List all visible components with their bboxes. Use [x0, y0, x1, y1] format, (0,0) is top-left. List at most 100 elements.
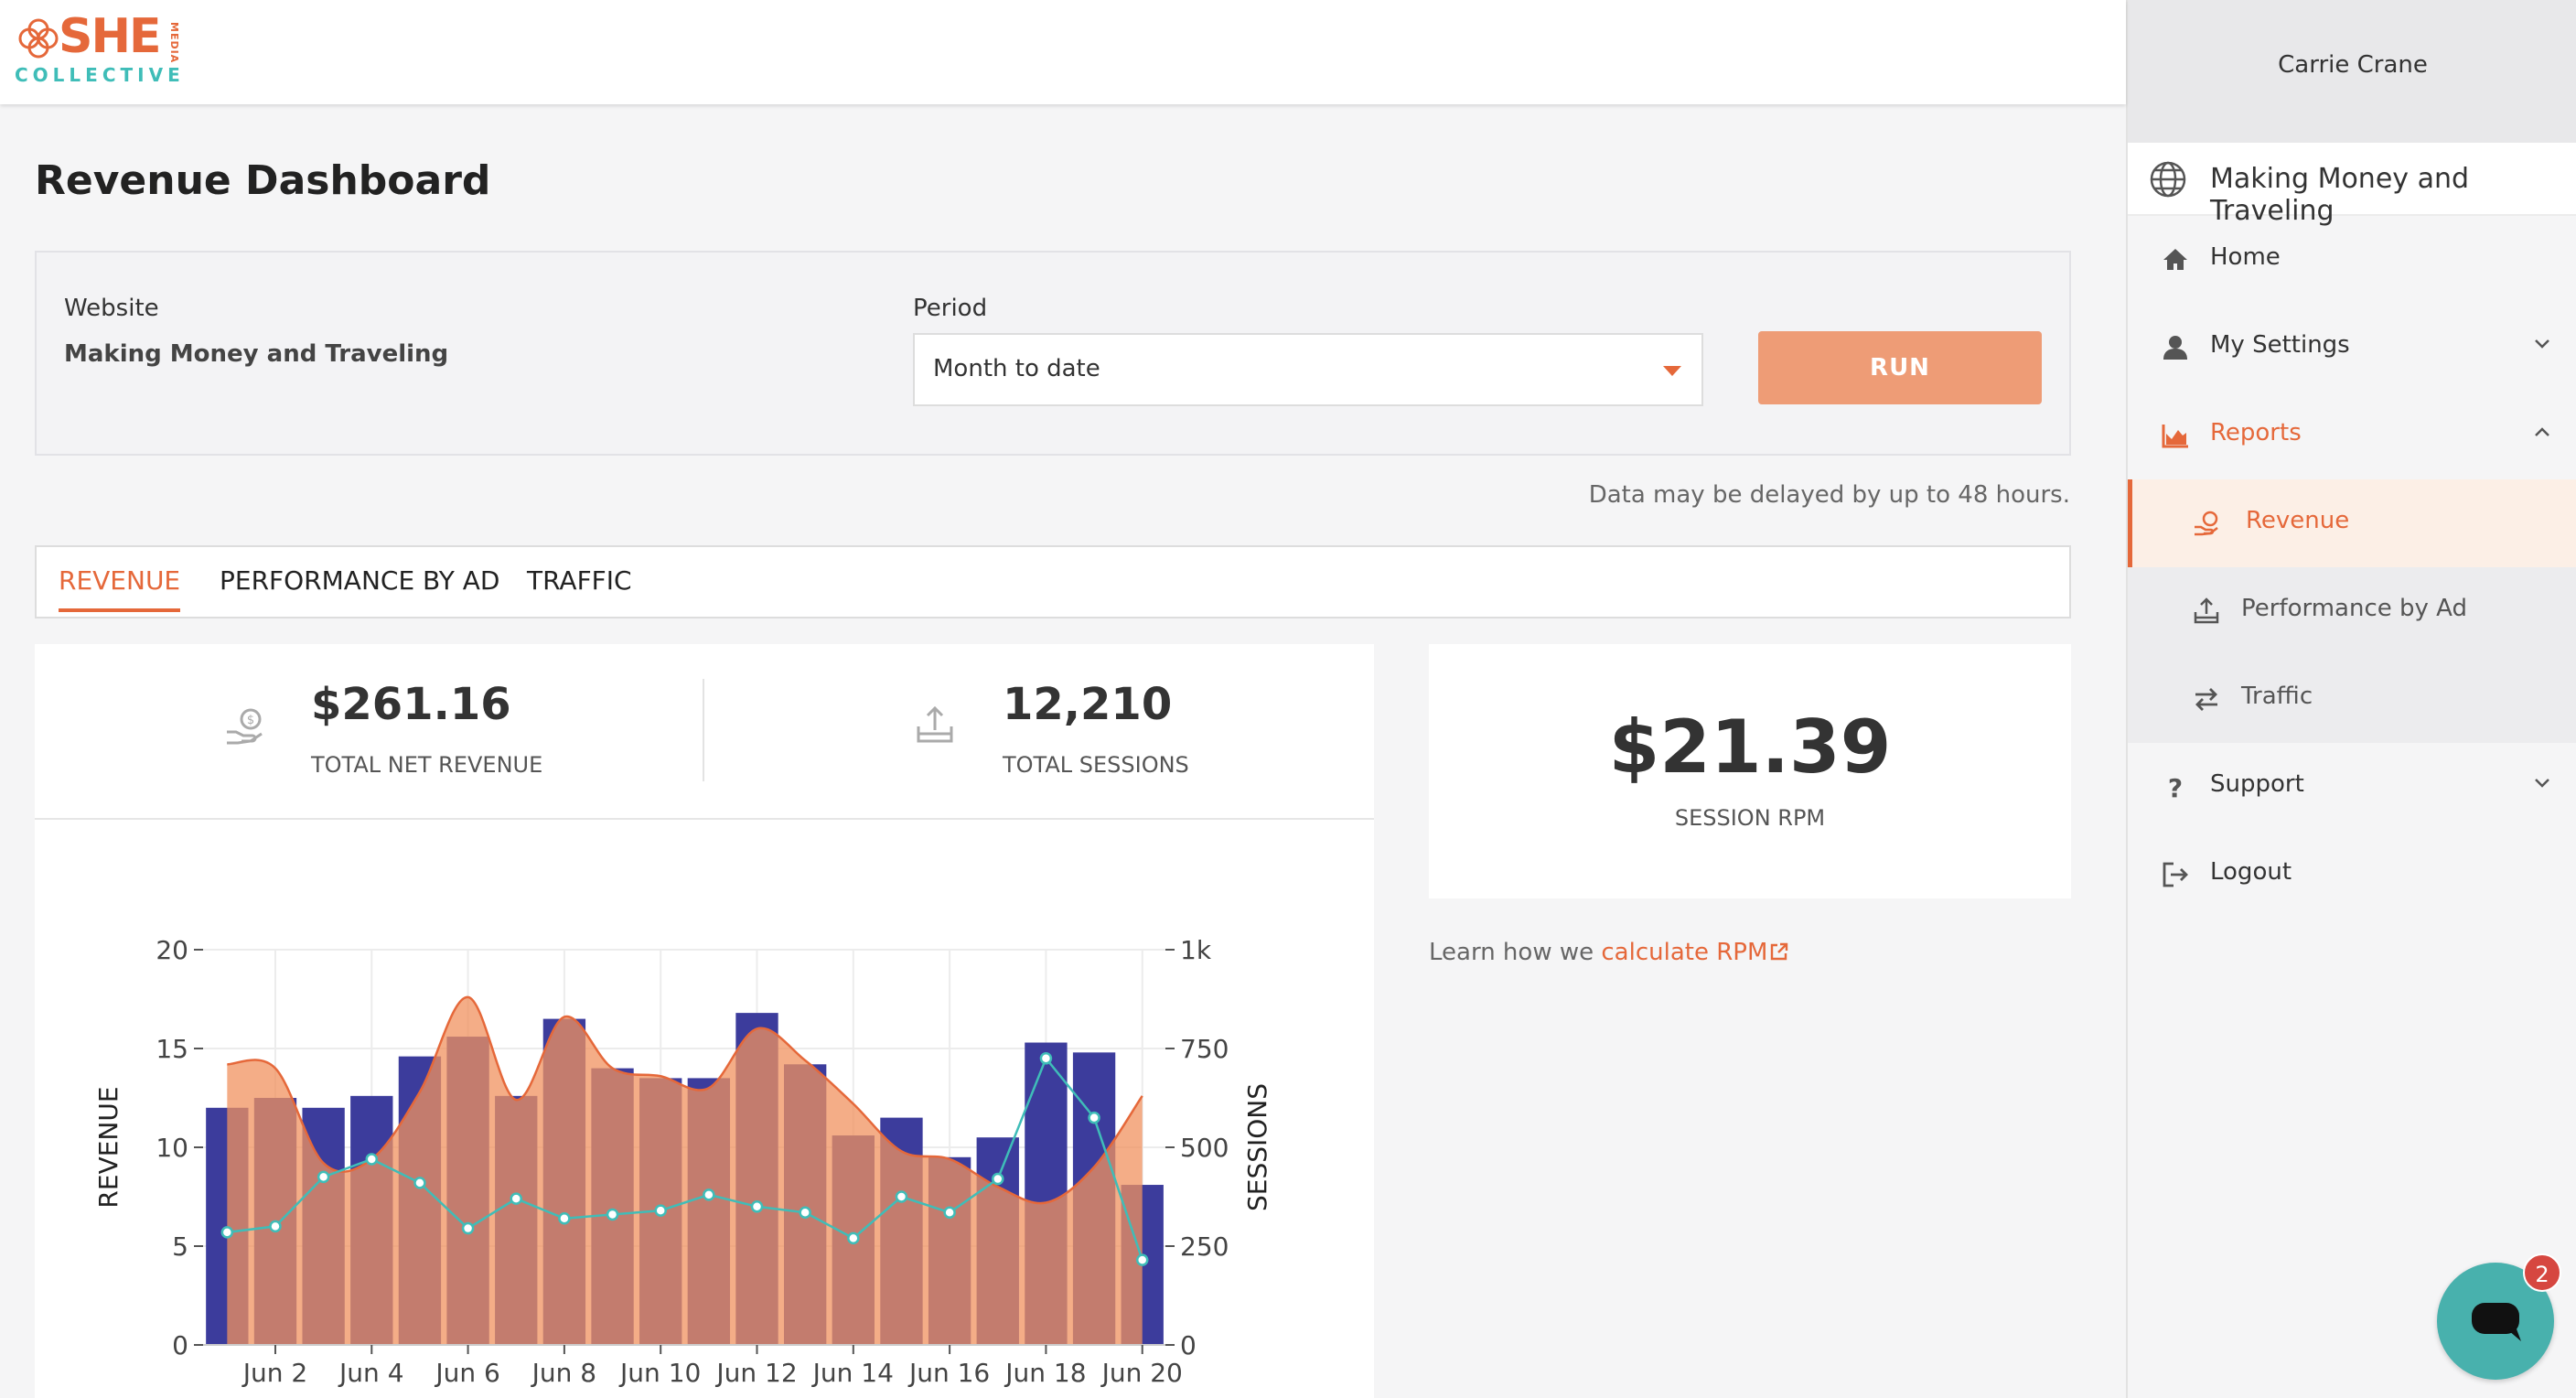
chevron-down-icon	[2535, 779, 2549, 788]
flower-logo-icon	[18, 18, 59, 59]
sessions-tray-icon	[917, 705, 953, 743]
sessions-line	[227, 995, 1143, 1205]
revenue-chart: 0 5 10 15 20 0 250 500 750 1k Jun 2 Jun 4 Jun 6 Jun 8…	[93, 935, 1272, 1388]
tab-performance-by-ad[interactable]: PERFORMANCE BY AD	[220, 565, 500, 596]
website-value: Making Money and Traveling	[64, 340, 449, 368]
rpm-point	[1039, 1052, 1053, 1065]
sidebar-item-logout[interactable]: Logout	[2128, 831, 2576, 919]
calculate-rpm-link[interactable]: calculate RPM	[1601, 939, 1789, 966]
tab-traffic[interactable]: TRAFFIC	[527, 565, 632, 596]
rpm-point	[1135, 1253, 1149, 1266]
filter-card: Website Making Money and Traveling Perio…	[35, 251, 2071, 456]
y2-axis-title: SESSIONS	[1242, 1083, 1272, 1211]
side-menu: Home My Settings Reports Revenue Perform…	[2128, 216, 2576, 919]
period-label: Period	[913, 295, 988, 322]
rpm-point	[558, 1212, 571, 1225]
user-name[interactable]: Carrie Crane	[2278, 51, 2428, 79]
rpm-point	[750, 1200, 764, 1213]
logo-collective-text: COLLECTIVE	[15, 64, 185, 86]
rpm-point	[799, 1206, 811, 1220]
svg-text:?: ?	[2168, 773, 2183, 801]
stats-row: $ $261.16 TOTAL NET REVENUE 12,210 TOTAL…	[35, 644, 1374, 820]
x-tick-label: Jun 4	[338, 1358, 403, 1388]
rpm-point	[365, 1153, 379, 1166]
session-rpm-card: $21.39 SESSION RPM	[1429, 644, 2071, 898]
caret-down-icon	[1663, 366, 1681, 376]
rpm-point	[413, 1177, 426, 1189]
rpm-point	[992, 1172, 1004, 1186]
y-tick-label: 20	[156, 935, 188, 965]
y2-tick-label: 500	[1180, 1133, 1229, 1163]
x-tick-label: Jun 20	[1100, 1358, 1183, 1388]
sidebar-item-home[interactable]: Home	[2128, 216, 2576, 304]
arrows-exchange-icon	[2195, 688, 2217, 711]
sidebar-item-label: Logout	[2210, 858, 2292, 886]
sidebar-item-support[interactable]: ? Support	[2128, 743, 2576, 831]
reports-submenu: Revenue Performance by Ad Traffic	[2128, 479, 2576, 743]
rpm-point	[220, 1226, 234, 1239]
chat-notification-badge: 2	[2523, 1253, 2561, 1292]
she-media-logo[interactable]: SHE MEDIA COLLECTIVE	[13, 9, 196, 86]
sidebar-item-revenue[interactable]: Revenue	[2128, 479, 2576, 567]
rpm-line	[227, 1056, 1143, 1261]
learn-rpm-text: Learn how we calculate RPM	[1429, 939, 1789, 966]
data-delay-note: Data may be delayed by up to 48 hours.	[1588, 481, 2070, 509]
globe-icon	[2150, 161, 2186, 198]
user-icon	[2163, 336, 2187, 360]
report-tabs: REVENUE PERFORMANCE BY AD TRAFFIC	[35, 545, 2071, 618]
stats-card: $ $261.16 TOTAL NET REVENUE 12,210 TOTAL…	[35, 644, 1374, 1398]
y2-tick-label: 0	[1180, 1330, 1197, 1360]
home-icon	[2163, 249, 2187, 270]
total-net-revenue-value: $261.16	[311, 679, 511, 730]
chevron-down-icon	[2535, 339, 2549, 349]
sidebar-item-label: Home	[2210, 243, 2281, 271]
sidebar-item-label: Traffic	[2241, 683, 2313, 710]
x-tick-label: Jun 8	[531, 1358, 596, 1388]
tab-revenue[interactable]: REVENUE	[59, 565, 181, 612]
total-net-revenue-label: TOTAL NET REVENUE	[311, 752, 543, 778]
user-panel: Carrie Crane	[2128, 0, 2576, 143]
x-tick-label: Jun 6	[434, 1358, 499, 1388]
rpm-point	[269, 1220, 282, 1233]
tray-icon	[2194, 597, 2219, 624]
sidebar-item-traffic[interactable]: Traffic	[2128, 655, 2576, 743]
top-header: SHE MEDIA COLLECTIVE	[0, 0, 2126, 104]
x-tick-label: Jun 2	[242, 1358, 307, 1388]
revenue-hand-icon	[2195, 511, 2218, 536]
chat-icon	[2472, 1303, 2521, 1341]
y2-tick-label: 250	[1180, 1231, 1229, 1262]
logo-she-text: SHE	[59, 9, 161, 64]
x-tick-label: Jun 10	[618, 1358, 701, 1388]
rpm-point	[654, 1204, 667, 1217]
session-rpm-value: $21.39	[1608, 704, 1892, 790]
total-sessions-label: TOTAL SESSIONS	[1003, 752, 1189, 778]
sessions-area	[227, 996, 1143, 1345]
stat-divider	[703, 679, 704, 781]
logo-media-text: MEDIA	[168, 22, 180, 64]
sidebar-item-reports[interactable]: Reports	[2128, 392, 2576, 479]
period-select-value: Month to date	[933, 355, 1100, 382]
x-tick-label: Jun 14	[811, 1358, 894, 1388]
x-tick-label: Jun 16	[907, 1358, 990, 1388]
rpm-point	[1088, 1111, 1100, 1124]
website-label: Website	[64, 295, 159, 322]
y-axis-title: REVENUE	[93, 1086, 123, 1208]
rpm-point	[317, 1170, 330, 1184]
total-sessions-value: 12,210	[1003, 679, 1173, 730]
sidebar: Carrie Crane Making Money and Traveling …	[2126, 0, 2576, 1398]
rpm-point	[943, 1206, 956, 1220]
run-button[interactable]: RUN	[1758, 331, 2042, 404]
x-tick-label: Jun 12	[714, 1358, 797, 1388]
y2-tick-label: 750	[1180, 1034, 1229, 1064]
rpm-point	[895, 1190, 908, 1203]
sidebar-item-label: Support	[2210, 770, 2304, 798]
site-selector[interactable]: Making Money and Traveling	[2128, 143, 2576, 227]
sidebar-item-performance-by-ad[interactable]: Performance by Ad	[2128, 567, 2576, 655]
external-link-icon	[1771, 942, 1788, 961]
period-select[interactable]: Month to date	[913, 333, 1703, 406]
y2-tick-label: 1k	[1180, 935, 1212, 965]
sidebar-item-label: Performance by Ad	[2241, 595, 2468, 622]
sidebar-item-my-settings[interactable]: My Settings	[2128, 304, 2576, 392]
rpm-point	[606, 1208, 619, 1221]
session-rpm-label: SESSION RPM	[1674, 805, 1826, 831]
